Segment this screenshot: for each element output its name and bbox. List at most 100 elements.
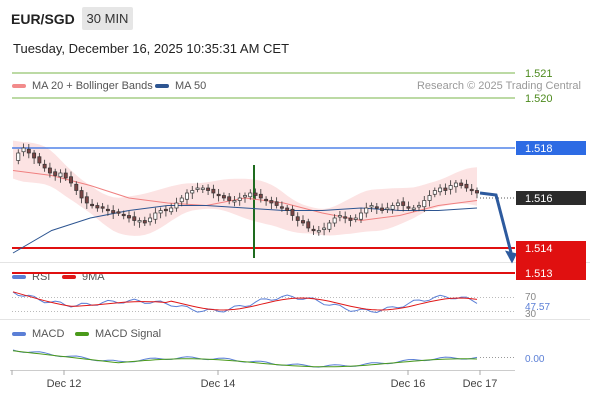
macd-signal-legend-label: MACD Signal xyxy=(95,328,162,340)
candle-body xyxy=(221,195,226,199)
candle-body xyxy=(332,217,337,224)
candle-body xyxy=(142,220,147,224)
candle-body xyxy=(401,201,406,206)
candle-body xyxy=(316,230,321,233)
price-tags: 1.521 1.520 1.518 1.516 1.514 1.513 xyxy=(516,68,586,280)
forecast-arrow-head xyxy=(505,250,517,264)
candle-body xyxy=(211,188,216,194)
bb-legend-label: MA 20 + Bollinger Bands xyxy=(32,80,153,92)
candle-body xyxy=(427,195,432,201)
candle-body xyxy=(243,195,247,198)
candle-body xyxy=(47,167,52,174)
candle-body xyxy=(163,208,168,212)
rsi-ma-line xyxy=(12,291,478,311)
candlesticks xyxy=(16,143,479,236)
timeframe-button[interactable]: 30 MIN xyxy=(82,7,133,30)
candle-body xyxy=(290,208,295,216)
ma50-line xyxy=(12,205,478,254)
candle-body xyxy=(158,210,163,214)
candle-body xyxy=(227,196,232,201)
candle-body xyxy=(16,152,21,161)
candle-body xyxy=(411,207,416,210)
ma50-legend-swatch xyxy=(155,84,169,88)
candle-body xyxy=(380,207,385,211)
candle-body xyxy=(179,197,184,203)
candle-body xyxy=(438,187,443,193)
candle-body xyxy=(100,206,105,209)
candle-body xyxy=(21,147,26,153)
candle-body xyxy=(206,187,211,191)
candle-body xyxy=(42,163,47,169)
macd-legend-swatch xyxy=(12,332,26,336)
candle-body xyxy=(443,187,448,191)
candle-body xyxy=(237,197,242,201)
candle-body xyxy=(174,202,179,209)
bb-legend: MA 20 + Bollinger Bands xyxy=(12,80,153,92)
macd-legend: MACD xyxy=(12,328,64,340)
candle-body xyxy=(200,187,205,190)
rsi-ma-legend-swatch xyxy=(62,275,76,279)
support-tag: 1.513 xyxy=(525,268,553,280)
macd-signal-legend-swatch xyxy=(75,332,89,336)
candle-body xyxy=(417,205,421,208)
current-price-tag: 1.516 xyxy=(525,193,553,205)
rsi-line xyxy=(12,291,478,314)
candle-body xyxy=(169,207,174,213)
x-axis xyxy=(11,370,481,375)
candle-body xyxy=(327,222,332,230)
candle-body xyxy=(58,172,63,178)
candle-body xyxy=(248,192,253,198)
candle-body xyxy=(448,185,453,190)
candle-body xyxy=(79,190,84,199)
candle-body xyxy=(37,156,42,164)
candle-body xyxy=(253,192,258,196)
candle-body xyxy=(464,183,469,189)
candle-body xyxy=(395,202,400,206)
datetime-label: Tuesday, December 16, 2025 10:35:31 AM C… xyxy=(13,41,290,56)
candle-body xyxy=(121,213,126,217)
candle-body xyxy=(374,206,379,209)
candle-body xyxy=(26,148,31,154)
candle-body xyxy=(69,176,73,184)
candle-body xyxy=(359,212,363,220)
macd-lines xyxy=(12,349,478,368)
candle-body xyxy=(353,217,358,220)
macd-signal-line xyxy=(12,350,478,368)
candle-body xyxy=(232,200,237,203)
candle-body xyxy=(127,215,131,219)
candle-body xyxy=(132,216,137,221)
candle-body xyxy=(422,200,427,208)
candle-body xyxy=(63,172,68,179)
candle-body xyxy=(32,152,37,159)
candle-body xyxy=(258,193,263,199)
candle-body xyxy=(322,227,327,230)
forecast-arrow-path xyxy=(479,191,513,253)
candle-body xyxy=(369,205,374,208)
candle-body xyxy=(216,193,221,197)
candle-body xyxy=(279,206,284,209)
candle-body xyxy=(111,210,116,214)
pivot-tag: 1.518 xyxy=(525,143,553,155)
ma50-legend-label: MA 50 xyxy=(175,80,207,92)
candle-body xyxy=(116,211,121,214)
candle-body xyxy=(285,207,290,211)
candle-body xyxy=(295,216,300,221)
bollinger-bands xyxy=(13,140,477,236)
bb-legend-swatch xyxy=(12,84,26,88)
candle-body xyxy=(84,196,89,204)
candle-body xyxy=(105,208,110,212)
macd-zero-label: 0.00 xyxy=(525,354,545,365)
x-tick-label: Dec 17 xyxy=(463,378,498,390)
candle-body xyxy=(269,200,274,204)
rsi-legend-swatch xyxy=(12,275,26,279)
candle-body xyxy=(390,205,395,210)
forecast-arrow xyxy=(479,191,517,264)
candle-body xyxy=(53,171,58,176)
candle-body xyxy=(459,182,464,186)
chart-header: EUR/SGD 30 MIN xyxy=(0,0,590,36)
resistance-label: 1.521 xyxy=(525,68,553,80)
candle-body xyxy=(337,215,342,218)
candle-body xyxy=(475,190,479,194)
candle-body xyxy=(301,220,305,224)
